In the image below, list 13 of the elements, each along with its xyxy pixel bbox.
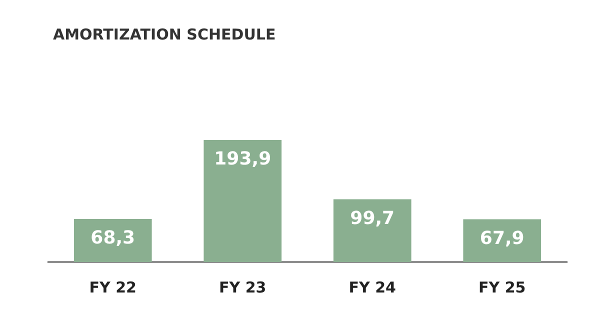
- x-tick-label: FY 24: [348, 278, 396, 296]
- data-label: 99,7: [350, 208, 395, 229]
- data-label: 67,9: [480, 228, 524, 249]
- x-tick-label: FY 25: [478, 278, 526, 296]
- bar: [74, 219, 152, 262]
- x-tick-label: FY 22: [89, 278, 136, 296]
- bar: [333, 199, 412, 262]
- x-tick-label: FY 23: [219, 278, 266, 296]
- chart-title: AMORTIZATION SCHEDULE: [53, 26, 276, 44]
- bar: [204, 140, 282, 262]
- data-label: 68,3: [90, 228, 136, 249]
- bar: [463, 219, 542, 262]
- data-label: 193,9: [214, 148, 272, 170]
